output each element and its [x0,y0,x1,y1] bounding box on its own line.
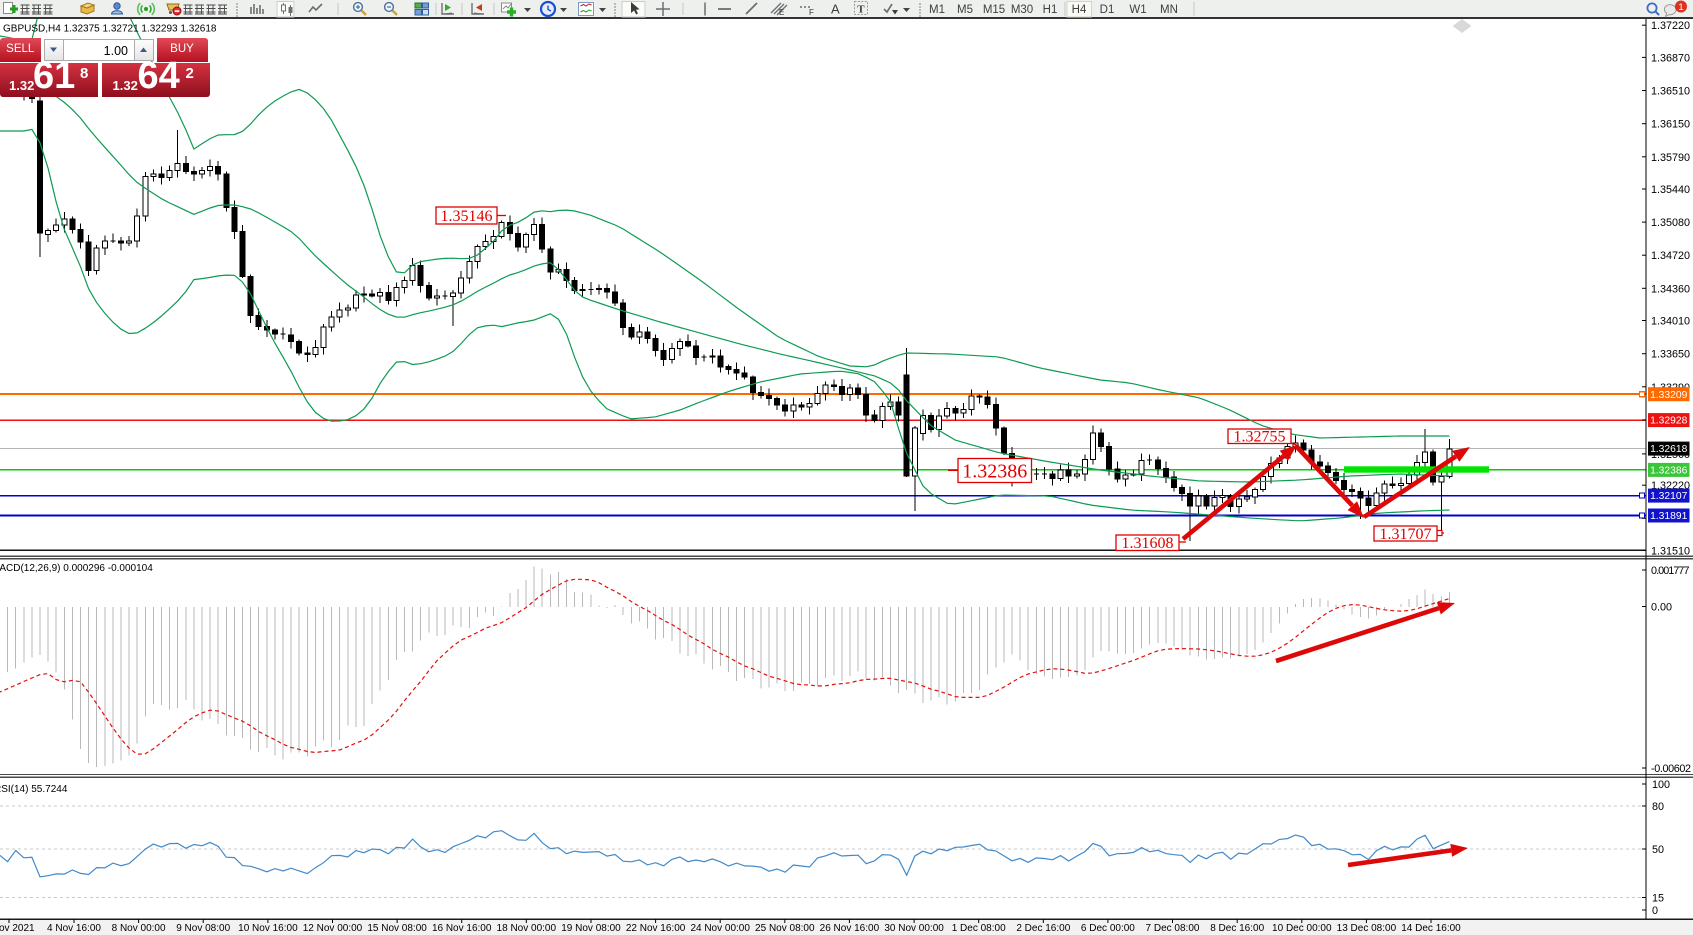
svg-text:MN: MN [1160,4,1178,16]
svg-text:13 Dec 08:00: 13 Dec 08:00 [1337,923,1397,934]
svg-text:0: 0 [1652,905,1658,917]
svg-text:14 Dec 16:00: 14 Dec 16:00 [1401,923,1461,934]
svg-text:MACD(12,26,9) 0.000296 -0.0001: MACD(12,26,9) 0.000296 -0.000104 [0,563,153,574]
svg-text:W1: W1 [1129,4,1146,16]
svg-text:1.34720: 1.34720 [1651,250,1690,262]
svg-text:0.00: 0.00 [1651,602,1672,614]
svg-text:4 Nov 16:00: 4 Nov 16:00 [47,923,101,934]
svg-text:1.31891: 1.31891 [1650,511,1687,522]
svg-text:-0.00602: -0.00602 [1651,763,1691,775]
svg-text:A: A [831,2,840,17]
svg-text:1.32755: 1.32755 [1234,429,1286,446]
svg-text:15 Nov 08:00: 15 Nov 08:00 [367,923,427,934]
svg-text:F: F [809,8,814,17]
svg-text:25 Nov 08:00: 25 Nov 08:00 [755,923,815,934]
svg-text:1.37220: 1.37220 [1651,20,1690,32]
svg-text:1.35790: 1.35790 [1651,152,1690,164]
svg-text:M15: M15 [983,4,1005,16]
svg-text:1.35080: 1.35080 [1651,217,1690,229]
svg-text:7 Dec 08:00: 7 Dec 08:00 [1146,923,1200,934]
svg-text:M30: M30 [1011,4,1033,16]
svg-text:8 Nov 00:00: 8 Nov 00:00 [112,923,166,934]
svg-text:10 Nov 16:00: 10 Nov 16:00 [238,923,298,934]
svg-text:M1: M1 [929,4,945,16]
svg-text:1.35440: 1.35440 [1651,184,1690,196]
svg-text:26 Nov 16:00: 26 Nov 16:00 [820,923,880,934]
svg-text:15: 15 [1652,893,1664,905]
svg-text:10 Dec 00:00: 10 Dec 00:00 [1272,923,1332,934]
svg-text:50: 50 [1652,844,1664,856]
svg-text:1.33650: 1.33650 [1651,349,1690,361]
svg-text:1.33209: 1.33209 [1650,390,1687,401]
svg-text:0.001777: 0.001777 [1651,565,1690,577]
svg-text:1.32618: 1.32618 [1650,444,1687,455]
svg-text:80: 80 [1652,801,1664,813]
svg-text:2 Dec 16:00: 2 Dec 16:00 [1016,923,1070,934]
svg-text:16 Nov 16:00: 16 Nov 16:00 [432,923,492,934]
svg-text:8 Dec 16:00: 8 Dec 16:00 [1210,923,1264,934]
svg-text:1.31510: 1.31510 [1651,546,1690,558]
svg-text:1: 1 [1678,2,1683,13]
svg-text:GBPUSD,H4 1.32375 1.32721 1.3: GBPUSD,H4 1.32375 1.32721 1.32293 1.3261… [3,24,217,35]
svg-text:3 Nov 2021: 3 Nov 2021 [0,923,35,934]
svg-text:6 Dec 00:00: 6 Dec 00:00 [1081,923,1135,934]
svg-text:9 Nov 08:00: 9 Nov 08:00 [176,923,230,934]
svg-text:22 Nov 16:00: 22 Nov 16:00 [626,923,686,934]
svg-text:D1: D1 [1100,4,1115,16]
svg-text:19 Nov 08:00: 19 Nov 08:00 [561,923,621,934]
svg-text:1.32107: 1.32107 [1650,491,1687,502]
svg-text:1.32386: 1.32386 [962,460,1027,482]
svg-text:1.34360: 1.34360 [1651,283,1690,295]
svg-text:30 Nov 00:00: 30 Nov 00:00 [884,923,944,934]
svg-text:H4: H4 [1072,4,1087,16]
svg-text:M5: M5 [957,4,973,16]
svg-text:RSI(14) 55.7244: RSI(14) 55.7244 [0,784,68,795]
svg-text:1.36150: 1.36150 [1651,119,1690,131]
svg-text:1.31608: 1.31608 [1122,535,1174,552]
svg-text:H1: H1 [1043,4,1058,16]
svg-text:T: T [857,4,865,16]
svg-text:12 Nov 00:00: 12 Nov 00:00 [303,923,363,934]
svg-text:100: 100 [1652,779,1670,791]
svg-text:1.36510: 1.36510 [1651,86,1690,98]
svg-text:1.35146: 1.35146 [441,208,493,225]
svg-text:24 Nov 00:00: 24 Nov 00:00 [690,923,750,934]
svg-text:1.36870: 1.36870 [1651,52,1690,64]
svg-text:18 Nov 00:00: 18 Nov 00:00 [497,923,557,934]
svg-text:1.32928: 1.32928 [1650,416,1687,427]
svg-text:E: E [779,8,784,17]
svg-text:1.32386: 1.32386 [1650,466,1687,477]
svg-text:1.34010: 1.34010 [1651,316,1690,328]
svg-text:1 Dec 08:00: 1 Dec 08:00 [952,923,1006,934]
svg-text:1.31707: 1.31707 [1380,526,1432,543]
